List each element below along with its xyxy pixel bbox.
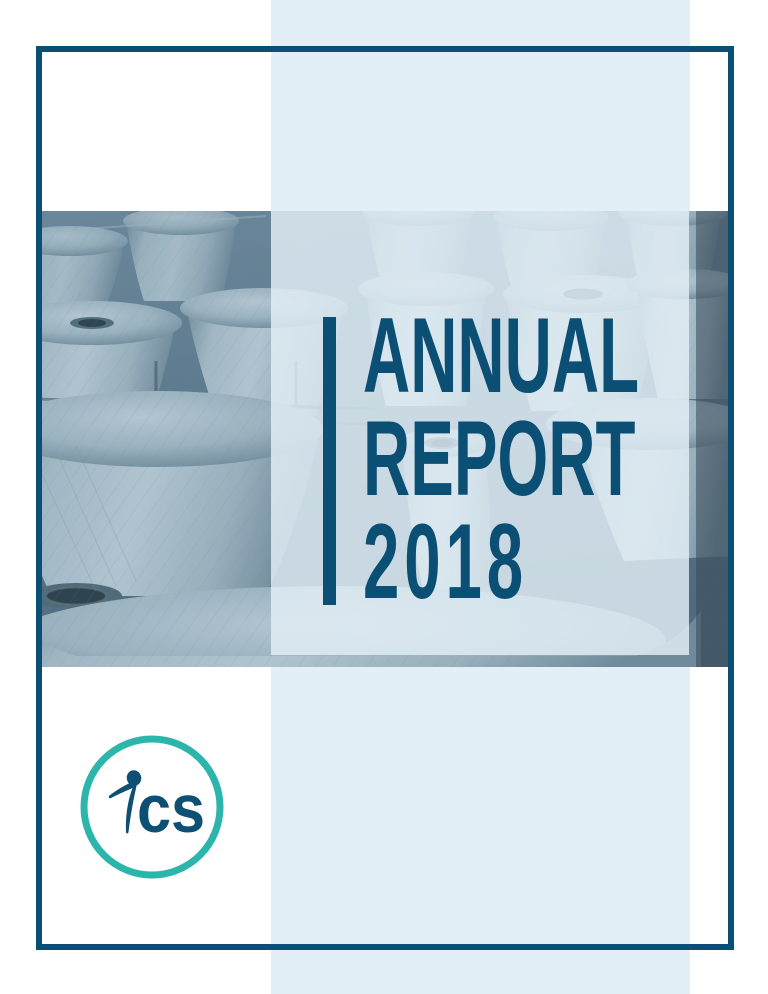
svg-text:cs: cs: [137, 770, 205, 847]
